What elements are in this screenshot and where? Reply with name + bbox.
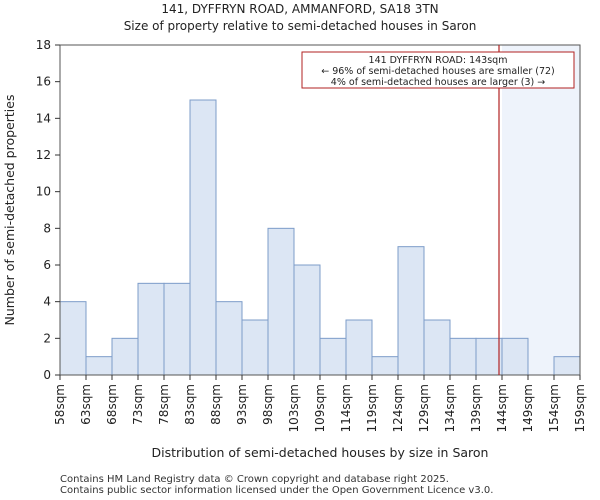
y-tick-label: 10 — [36, 185, 51, 199]
footer-copyright: Contains HM Land Registry data © Crown c… — [60, 474, 449, 485]
x-tick-label: 68sqm — [105, 384, 119, 425]
x-tick-label: 93sqm — [235, 384, 249, 425]
bar — [293, 264, 321, 376]
y-tick-label: 4 — [43, 295, 51, 309]
annotation-line-2: ← 96% of semi-detached houses are smalle… — [321, 66, 555, 77]
bar — [59, 301, 87, 376]
bar — [137, 282, 165, 376]
bar — [319, 337, 347, 376]
y-tick-label: 8 — [43, 221, 51, 235]
x-tick-label: 83sqm — [183, 384, 197, 425]
bar — [475, 337, 503, 376]
annotation-line-1: 141 DYFFRYN ROAD: 143sqm — [369, 55, 508, 66]
y-tick-label: 0 — [43, 368, 51, 382]
bar — [501, 337, 529, 376]
x-tick-label: 124sqm — [391, 384, 405, 432]
bar — [241, 319, 269, 376]
chart-subtitle: Size of property relative to semi-detach… — [123, 19, 477, 33]
x-tick-label: 139sqm — [469, 384, 483, 432]
bar — [553, 356, 581, 376]
x-tick-label: 88sqm — [209, 384, 223, 425]
y-tick-label: 18 — [36, 38, 51, 52]
x-tick-label: 119sqm — [365, 384, 379, 432]
bar — [85, 356, 113, 376]
footer-licence: Contains public sector information licen… — [60, 485, 494, 496]
x-tick-label: 58sqm — [53, 384, 67, 425]
y-tick-label: 6 — [43, 258, 51, 272]
x-tick-label: 73sqm — [131, 384, 145, 425]
x-tick-label: 103sqm — [287, 384, 301, 432]
bar — [371, 356, 399, 376]
chart-title: 141, DYFFRYN ROAD, AMMANFORD, SA18 3TN — [161, 2, 439, 16]
bar — [189, 99, 217, 376]
x-tick-label: 63sqm — [79, 384, 93, 425]
y-axis-label: Number of semi-detached properties — [2, 95, 17, 326]
bar — [215, 301, 243, 376]
x-tick-label: 159sqm — [573, 384, 587, 432]
histogram-chart: 0 2 4 6 8 10 12 14 16 18 58sqm 63sqm 68sqm 73sqm 78sqm… — [2, 38, 587, 460]
y-tick-label: 16 — [36, 75, 51, 89]
bar — [423, 319, 451, 376]
x-tick-label: 98sqm — [261, 384, 275, 425]
x-tick-label: 109sqm — [313, 384, 327, 432]
highlight-region — [502, 45, 580, 375]
x-tick-label: 129sqm — [417, 384, 431, 432]
x-tick-label: 144sqm — [495, 384, 509, 432]
annotation-box — [301, 51, 575, 89]
x-tick-label: 149sqm — [521, 384, 535, 432]
x-tick-label: 78sqm — [157, 384, 171, 425]
x-tick-label: 114sqm — [339, 384, 353, 432]
bar — [111, 337, 139, 376]
y-tick-label: 2 — [43, 331, 51, 345]
x-tick-label: 134sqm — [443, 384, 457, 432]
bar — [345, 319, 373, 376]
bar — [449, 337, 477, 376]
y-tick-label: 12 — [36, 148, 51, 162]
y-tick-label: 14 — [36, 111, 51, 125]
bar — [163, 282, 191, 376]
bar — [267, 227, 295, 376]
x-axis-label: Distribution of semi-detached houses by … — [152, 445, 489, 460]
x-tick-label: 154sqm — [547, 384, 561, 432]
annotation-line-3: 4% of semi-detached houses are larger (3… — [331, 77, 545, 88]
bar — [397, 246, 425, 376]
